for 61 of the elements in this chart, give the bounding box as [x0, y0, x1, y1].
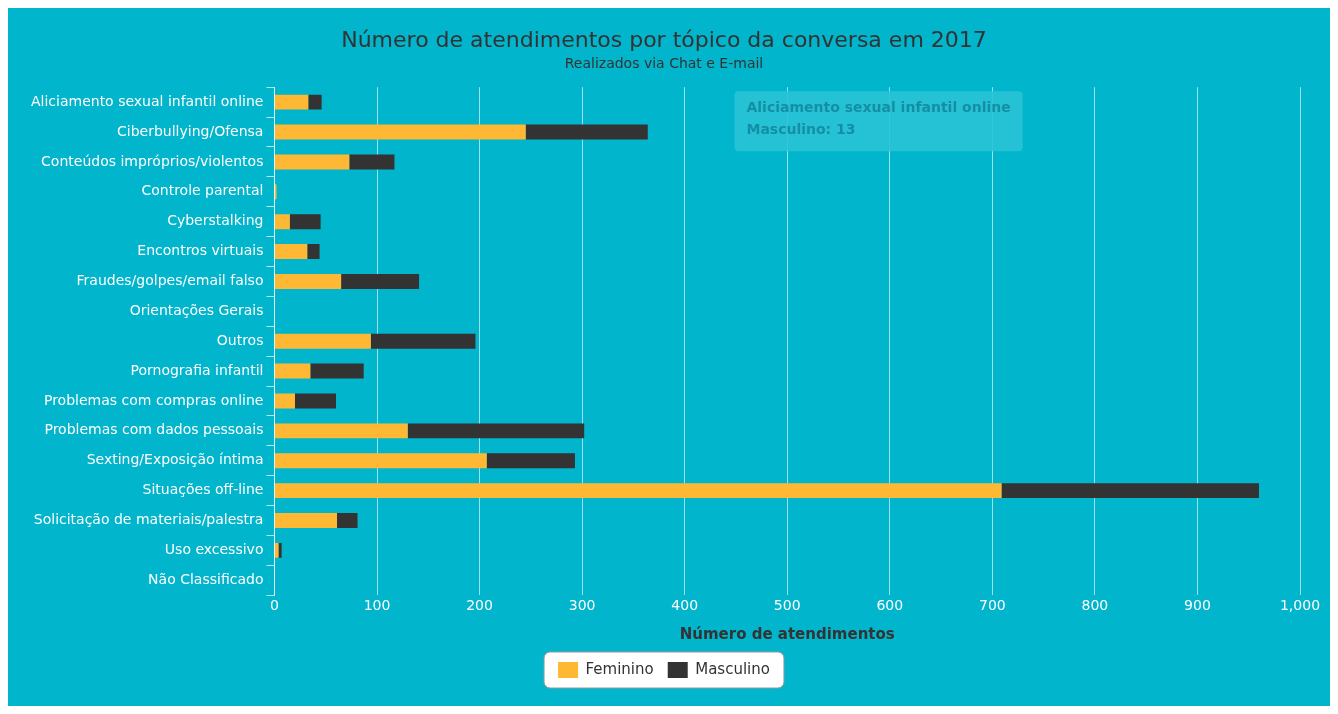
- bar: [274, 542, 279, 558]
- y-tick-label: Outros: [216, 331, 264, 348]
- y-tick-label: Aliciamento sexual infantil online: [30, 92, 264, 109]
- bar: [274, 94, 309, 110]
- x-tick-label: 600: [876, 597, 904, 614]
- legend-label: Masculino: [695, 659, 770, 678]
- bar: [525, 124, 648, 140]
- bar: [274, 363, 311, 379]
- bar: [278, 542, 282, 558]
- bar: [407, 423, 585, 439]
- y-tick-label: Solicitação de materiais/palestra: [33, 511, 264, 528]
- bar: [370, 333, 476, 349]
- y-tick-label: Encontros virtuais: [137, 242, 264, 259]
- x-tick-label: 800: [1081, 597, 1109, 614]
- bar: [486, 453, 575, 469]
- x-tick-label: 100: [363, 597, 391, 614]
- y-tick-label: Fraudes/golpes/email falso: [76, 272, 264, 289]
- bar: [274, 333, 371, 349]
- bar: [274, 453, 487, 469]
- y-tick-label: Orientações Gerais: [129, 301, 264, 318]
- x-tick-label: 0: [270, 597, 279, 614]
- bar: [308, 94, 322, 110]
- bar: [349, 154, 395, 170]
- bar: [289, 214, 321, 230]
- bar: [310, 363, 364, 379]
- x-tick-label: 1,000: [1279, 597, 1321, 614]
- bar: [274, 154, 350, 170]
- bar: [274, 244, 308, 260]
- chart-title: Número de atendimentos por tópico da conversa em 2017: [341, 26, 987, 52]
- bar: [274, 423, 408, 439]
- bar: [274, 483, 1002, 499]
- bar: [307, 244, 320, 260]
- y-tick-label: Cyberstalking: [167, 212, 264, 229]
- x-tick-label: 400: [671, 597, 699, 614]
- bar: [341, 273, 420, 289]
- chart-subtitle: Realizados via Chat e E-mail: [564, 55, 764, 72]
- legend-label: Feminino: [585, 659, 654, 678]
- bar: [337, 513, 358, 528]
- x-tick-label: 500: [773, 597, 801, 614]
- y-tick-label: Pornografia infantil: [130, 361, 264, 378]
- y-tick-label: Problemas com compras online: [43, 391, 264, 408]
- y-tick-label: Controle parental: [141, 182, 264, 199]
- bar: [294, 393, 336, 409]
- bar: [274, 513, 338, 528]
- x-tick-label: 300: [568, 597, 596, 614]
- y-tick-label: Ciberbullying/Ofensa: [117, 122, 264, 139]
- y-tick-label: Situações off-line: [142, 481, 264, 498]
- y-tick-label: Sexting/Exposição íntima: [86, 451, 264, 468]
- bar: [274, 124, 526, 140]
- x-tick-label: 900: [1184, 597, 1211, 614]
- y-tick-label: Uso excessivo: [164, 541, 264, 558]
- x-axis-title: Número de atendimentos: [679, 624, 895, 643]
- y-tick-label: Problemas com dados pessoais: [44, 421, 264, 438]
- x-tick-label: 700: [978, 597, 1006, 614]
- bar: [274, 393, 295, 409]
- bar: [1001, 483, 1259, 499]
- bar: [274, 273, 342, 289]
- x-tick-label: 200: [466, 597, 493, 614]
- bar: [274, 214, 290, 230]
- y-tick-label: Não Classificado: [148, 570, 264, 587]
- y-tick-label: Conteúdos impróprios/violentos: [41, 152, 264, 169]
